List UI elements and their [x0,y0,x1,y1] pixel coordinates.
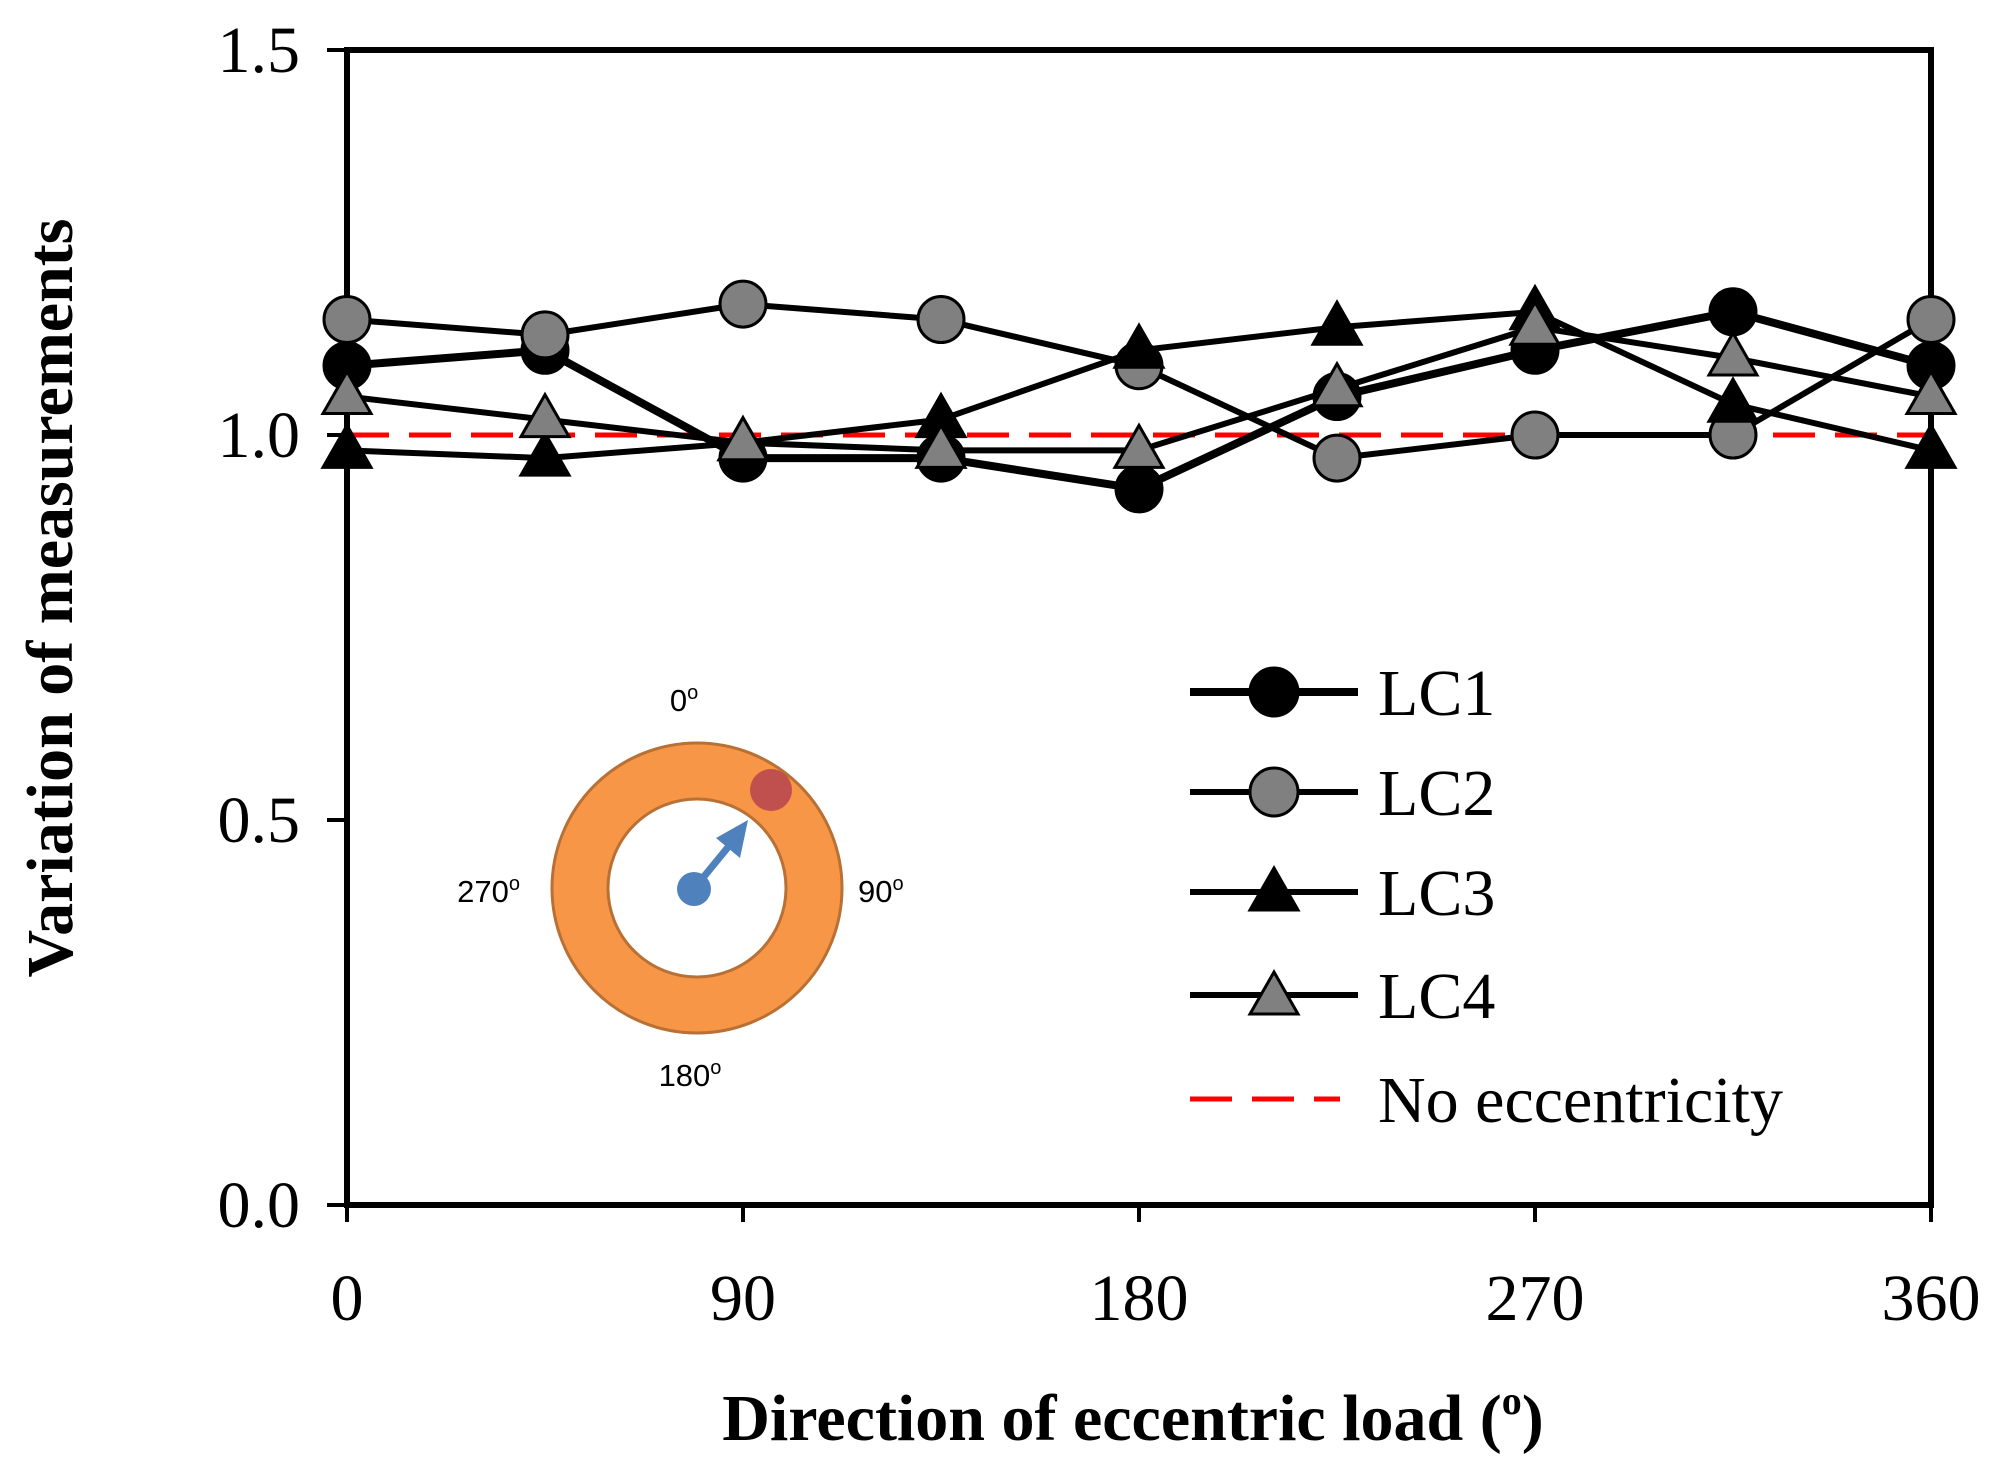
x-axis-title-degree: o [1502,1378,1522,1423]
data-point-lc2 [718,279,768,329]
y-tick-label: 0.0 [218,1169,301,1242]
legend-marker-lc2 [1248,766,1300,818]
legend-item-lc1: LC1 [1190,657,1495,730]
data-point-lc4 [1508,299,1562,346]
x-tick-label: 180 [1090,1262,1189,1335]
data-point-lc3 [320,422,374,469]
inset-arrow-shaft [694,843,732,888]
inset-label-270-degree: o [509,873,520,895]
inset-label-0-value: 0 [670,683,687,718]
data-point-lc3 [518,430,572,477]
legend: LC1 LC2 LC3 LC4 No eccentricity [1190,657,1783,1137]
inset-arrow-head [716,820,748,858]
legend-item-lc4: LC4 [1190,960,1495,1033]
legend-label-lc3: LC3 [1378,857,1495,930]
data-point-lc3 [1112,322,1166,369]
data-point-lc2 [322,295,372,344]
inset-label-270: 270o [457,873,520,909]
series-layer [320,279,1958,514]
legend-label-lc4: LC4 [1378,960,1495,1033]
plot-area [344,47,1934,1208]
data-point-lc4 [518,391,572,439]
legend-item-lc2: LC2 [1190,757,1495,830]
inset-label-180-value: 180 [659,1058,711,1093]
data-point-lc3 [1310,299,1364,346]
inset-schematic: 0o 90o 180o 270o [457,682,903,1093]
legend-label-lc1: LC1 [1378,657,1495,730]
inset-label-270-value: 270 [457,874,509,909]
x-axis-ticks [345,1205,1933,1222]
legend-label-no-eccentricity: No eccentricity [1378,1064,1783,1137]
legend-marker-lc3 [1247,864,1301,912]
data-point-lc4 [1904,368,1958,415]
data-point-lc4 [1706,329,1760,377]
x-tick-label: 0 [331,1262,364,1335]
legend-item-no-eccentricity: No eccentricity [1190,1064,1783,1137]
y-tick-label: 1.0 [218,399,301,472]
legend-item-lc3: LC3 [1190,857,1495,930]
data-point-lc4 [1112,422,1166,469]
inset-label-180: 180o [659,1057,722,1093]
data-point-lc2 [1312,433,1362,483]
legend-marker-lc4 [1247,968,1301,1016]
y-tick-label: 0.5 [218,784,301,857]
data-point-lc4 [716,414,770,462]
data-point-lc3 [1904,422,1958,469]
x-axis-title-main: Direction of eccentric load ( [722,1382,1502,1455]
inset-label-90-degree: o [892,873,903,895]
x-axis-title: Direction of eccentric load (o) [722,1378,1543,1455]
x-tick-labels: 0 90 180 270 360 [331,1262,1981,1335]
inset-label-90: 90o [858,873,904,909]
x-tick-label: 270 [1486,1262,1585,1335]
data-point-lc4 [320,368,374,415]
x-axis-title-close: ) [1522,1382,1544,1455]
data-point-lc2 [916,295,966,344]
data-point-lc2 [520,310,570,360]
y-axis-title: Variation of measurements [14,219,87,978]
x-tick-label: 90 [710,1262,776,1335]
y-tick-labels: 1.5 1.0 0.5 0.0 [218,14,301,1242]
x-tick-label: 360 [1882,1262,1981,1335]
data-point-lc1 [1114,464,1164,514]
inset-label-90-value: 90 [858,874,892,909]
inset-label-180-degree: o [710,1057,721,1079]
legend-label-lc2: LC2 [1378,757,1495,830]
inset-label-0: 0o [670,682,698,718]
inset-load-point [750,769,792,811]
data-point-lc2 [1906,295,1956,344]
inset-label-0-degree: o [687,682,698,704]
data-point-lc4 [914,422,968,469]
y-tick-label: 1.5 [218,14,301,87]
data-point-lc3 [1706,376,1760,423]
legend-marker-lc1 [1248,666,1300,718]
data-point-lc2 [1510,410,1560,460]
series-lc4 [320,299,1958,469]
data-point-lc1 [1708,287,1758,337]
data-point-lc4 [1310,360,1364,408]
